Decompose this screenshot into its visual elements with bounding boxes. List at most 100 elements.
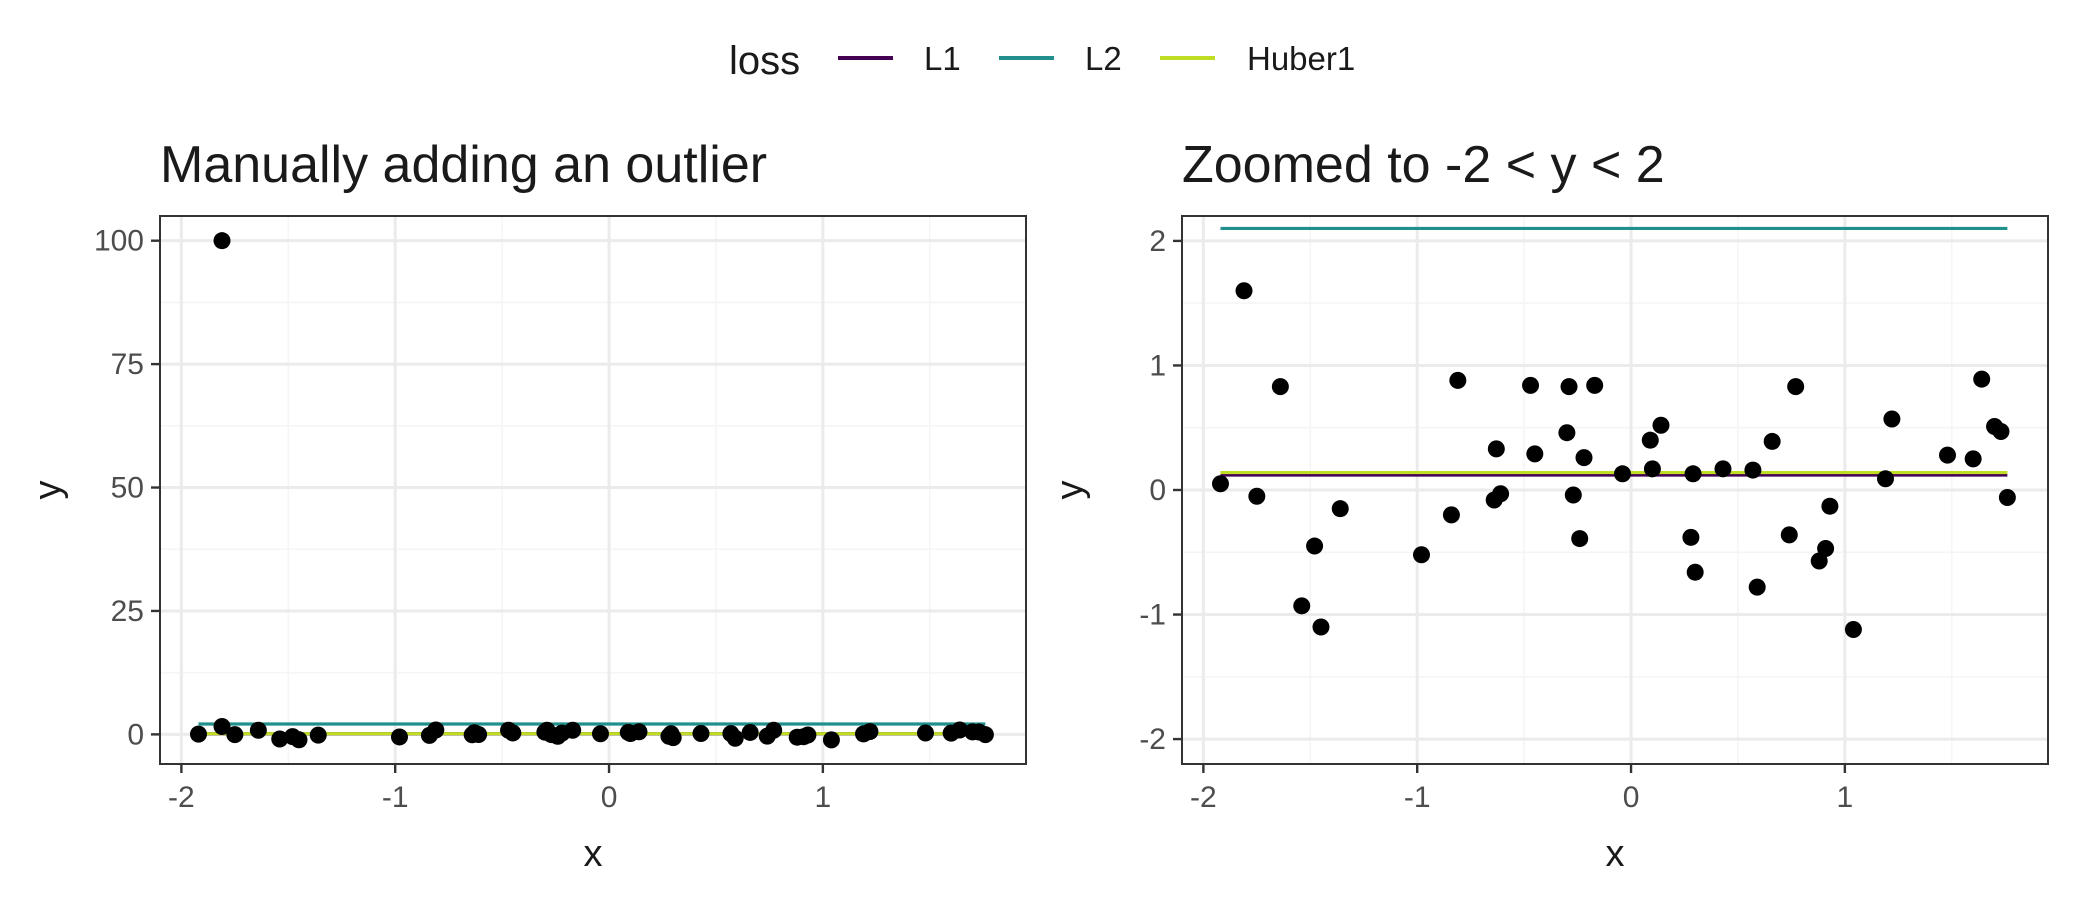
x-axis-label: x — [1606, 833, 1625, 875]
data-point — [1744, 461, 1762, 479]
data-point — [1571, 530, 1589, 548]
data-point — [213, 717, 231, 735]
data-point — [1998, 488, 2016, 506]
x-tick-label: -1 — [382, 781, 409, 814]
data-point — [1763, 432, 1781, 450]
data-point — [1312, 618, 1330, 636]
plot-background — [160, 216, 1026, 764]
y-tick-label: 75 — [111, 348, 144, 381]
data-point — [1211, 475, 1229, 493]
data-point — [309, 726, 327, 744]
y-tick-label: 0 — [1149, 474, 1166, 507]
data-point — [861, 723, 879, 741]
data-point — [504, 724, 522, 742]
data-point — [1787, 378, 1805, 396]
data-point — [1939, 446, 1957, 464]
data-point — [630, 723, 648, 741]
legend-entry-l1: L1 — [838, 40, 961, 77]
data-point — [976, 726, 994, 744]
data-point — [1613, 465, 1631, 483]
data-point — [1449, 371, 1467, 389]
data-point — [1876, 470, 1894, 488]
data-point — [799, 726, 817, 744]
x-tick-label: 0 — [601, 781, 618, 814]
data-point — [741, 723, 759, 741]
y-tick-label: -2 — [1139, 723, 1166, 756]
legend-entry-l2: L2 — [999, 40, 1122, 77]
data-point — [1964, 450, 1982, 468]
data-point — [822, 731, 840, 749]
data-point — [1973, 370, 1991, 388]
panel-title: Zoomed to -2 < y < 2 — [1182, 136, 1665, 194]
y-tick-label: 1 — [1149, 349, 1166, 382]
y-tick-label: 100 — [94, 225, 144, 258]
data-point — [1442, 506, 1460, 524]
panel-title: Manually adding an outlier — [160, 136, 767, 194]
data-point — [1526, 445, 1544, 463]
y-tick-label: 50 — [111, 472, 144, 505]
x-tick-label: 0 — [1623, 781, 1640, 814]
data-point — [1558, 424, 1576, 442]
x-tick-label: -1 — [1404, 781, 1431, 814]
data-point — [1684, 465, 1702, 483]
data-point — [951, 721, 969, 739]
legend-title: loss — [729, 39, 800, 83]
data-point — [271, 730, 289, 748]
data-point — [564, 721, 582, 739]
data-point — [1564, 486, 1582, 504]
data-point — [226, 726, 244, 744]
data-point — [1686, 563, 1704, 581]
x-tick-label: 1 — [1837, 781, 1854, 814]
data-point — [591, 725, 609, 743]
data-point — [1271, 378, 1289, 396]
data-point — [1560, 378, 1578, 396]
x-axis-label: x — [584, 833, 603, 875]
legend-label-l2: L2 — [1085, 40, 1122, 77]
data-point — [1575, 449, 1593, 467]
data-point — [692, 725, 710, 743]
x-tick-label: -2 — [168, 781, 195, 814]
data-point — [1331, 500, 1349, 518]
data-point — [249, 721, 267, 739]
data-point — [1817, 540, 1835, 558]
data-point — [1293, 597, 1311, 615]
data-point — [1748, 578, 1766, 596]
data-point — [1492, 485, 1510, 503]
legend-entry-huber1: Huber1 — [1160, 40, 1355, 77]
data-point — [664, 729, 682, 747]
data-point — [1412, 546, 1430, 564]
data-point — [189, 725, 207, 743]
y-tick-label: 0 — [127, 718, 144, 751]
data-point — [1235, 282, 1253, 300]
legend-label-l1: L1 — [924, 40, 961, 77]
data-point — [1522, 376, 1540, 394]
data-point — [1652, 416, 1670, 434]
data-point — [917, 724, 935, 742]
data-point — [1641, 431, 1659, 449]
data-point — [1682, 528, 1700, 546]
data-point — [290, 731, 308, 749]
x-tick-label: 1 — [815, 781, 832, 814]
y-tick-label: 2 — [1149, 225, 1166, 258]
y-tick-label: 25 — [111, 595, 144, 628]
data-point — [390, 728, 408, 746]
data-point — [1306, 537, 1324, 555]
data-point — [1821, 497, 1839, 515]
data-point — [1714, 460, 1732, 478]
data-point — [1844, 620, 1862, 638]
data-point — [726, 729, 744, 747]
data-point — [1248, 487, 1266, 505]
data-point — [1643, 460, 1661, 478]
y-axis-label: y — [27, 481, 69, 500]
data-point — [1780, 526, 1798, 544]
legend: loss L1 L2 Huber1 — [729, 39, 1355, 83]
data-point — [427, 721, 445, 739]
data-point — [1992, 422, 2010, 440]
x-tick-label: -2 — [1190, 781, 1217, 814]
y-axis-label: y — [1049, 481, 1091, 500]
data-point — [1586, 376, 1604, 394]
panel-border — [159, 215, 1027, 765]
data-point — [213, 232, 231, 250]
legend-label-huber1: Huber1 — [1247, 40, 1355, 77]
